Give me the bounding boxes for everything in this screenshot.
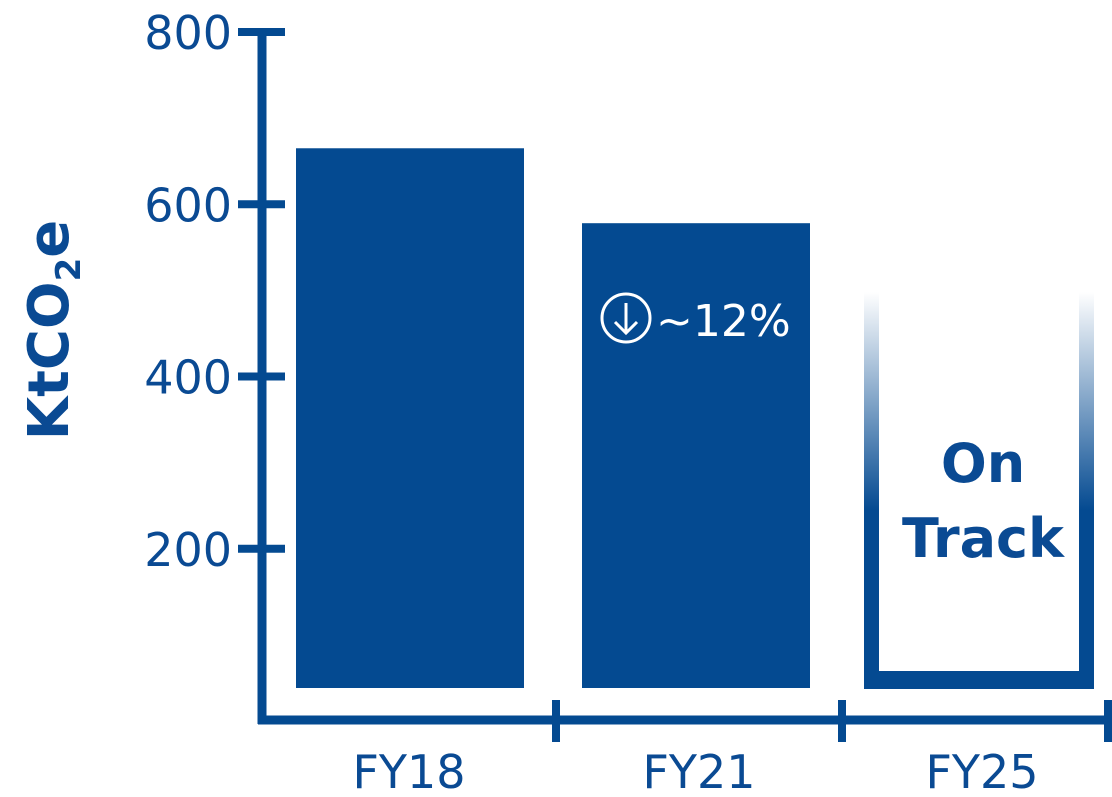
target-label-line2: Track bbox=[902, 507, 1065, 570]
y-axis-title: KtCO2e bbox=[17, 220, 89, 441]
target-label-line1: On bbox=[941, 432, 1025, 495]
reduction-annotation: ~12% bbox=[600, 292, 791, 347]
bars bbox=[296, 148, 810, 689]
category-label-fy21: FY21 bbox=[642, 745, 755, 797]
y-ticks: 200 400 600 800 bbox=[144, 6, 285, 577]
category-label-fy25: FY25 bbox=[925, 745, 1038, 797]
y-tick-label-200: 200 bbox=[144, 523, 232, 577]
y-axis-title-main: KtCO bbox=[17, 281, 82, 440]
arrow-down-circle-icon bbox=[600, 292, 652, 344]
x-ticks bbox=[552, 700, 1112, 742]
svg-text:KtCO2e: KtCO2e bbox=[17, 220, 89, 441]
category-labels: FY18 FY21 FY25 bbox=[352, 745, 1038, 797]
reduction-label: ~12% bbox=[656, 296, 791, 347]
y-axis-title-tail: e bbox=[17, 220, 82, 258]
y-tick-label-400: 400 bbox=[144, 351, 232, 405]
bar-fy21 bbox=[582, 223, 810, 688]
target-outline bbox=[864, 292, 1094, 689]
category-label-fy18: FY18 bbox=[352, 745, 465, 797]
y-axis-title-sub: 2 bbox=[49, 258, 89, 282]
y-tick-label-600: 600 bbox=[144, 178, 232, 232]
y-tick-label-800: 800 bbox=[144, 6, 232, 60]
bar-fy18 bbox=[296, 148, 524, 689]
